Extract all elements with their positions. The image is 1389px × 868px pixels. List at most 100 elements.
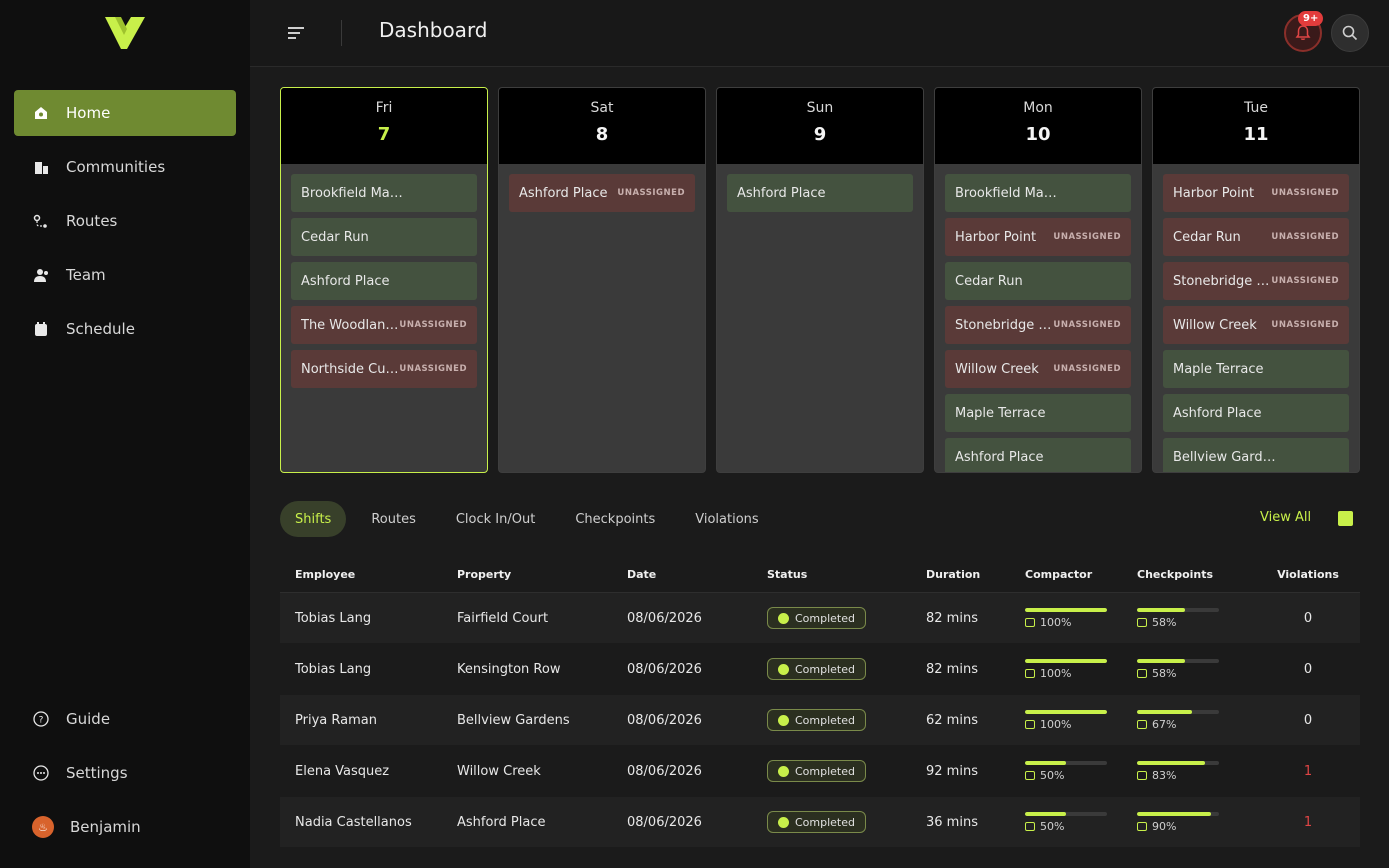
status-cell: Completed [767,658,926,680]
shift-card[interactable]: Willow Creek UNASSIGNED [1163,306,1349,344]
shift-card[interactable]: Stonebridge CommonsUNASSIGNED [945,306,1131,344]
nav-item-schedule[interactable]: Schedule [14,306,236,352]
view-all-link[interactable]: View All [1260,510,1312,525]
nav-item-team[interactable]: Team [14,252,236,298]
unassigned-tag: UNASSIGNED [399,364,467,374]
shift-card[interactable]: Harbor Point UNASSIGNED [945,218,1131,256]
nav-item-guide[interactable]: ? Guide [14,696,236,742]
check-circle-icon [778,612,789,624]
checkpoints-progress-fill [1137,811,1211,816]
status-text: Completed [795,815,855,829]
shift-card[interactable]: Bellview Gardens [1163,438,1349,472]
unassigned-tag: UNASSIGNED [1271,188,1339,198]
violations-cell: 0 [1303,610,1313,626]
status-cell: Completed [767,709,926,731]
shift-card[interactable]: Northside CurbsideUNASSIGNED [291,350,477,388]
column-header-duration[interactable]: Duration [926,567,981,581]
column-header-status[interactable]: Status [767,567,808,581]
qr-icon [1137,668,1147,678]
checkpoints-percent: 58% [1137,616,1256,629]
shift-card[interactable]: Brookfield Manor [291,174,477,212]
duration-cell: 82 mins [926,661,978,677]
shift-card[interactable]: Willow Creek UNASSIGNED [945,350,1131,388]
shift-card[interactable]: Ashford Place UNASSIGNED [509,174,695,212]
shift-card[interactable]: Ashford Place [727,174,913,212]
column-header-employee[interactable]: Employee [295,567,356,581]
route-icon [32,212,50,230]
table-row[interactable]: Nadia Castellanos Ashford Place 08/06/2026… [280,797,1360,848]
status-text: Completed [795,662,855,676]
checkpoints-percent-label: 90% [1152,819,1177,833]
table-row[interactable]: Tobias Lang Fairfield Court 08/06/2026 Comp… [280,593,1360,644]
compactor-progress-bar [1025,607,1107,612]
shift-card[interactable]: The Woodlands UNASSIGNED [291,306,477,344]
shift-card[interactable]: Cedar Run [945,262,1131,300]
menu-icon[interactable] [286,23,306,43]
compactor-cell: 100% [1025,607,1137,629]
shift-property: Maple Terrace [1173,361,1264,377]
nav-item-label: Home [66,104,111,122]
day-header[interactable]: Fri 7 [281,88,487,164]
property-cell: Kensington Row [457,661,561,677]
compactor-percent: 50% [1025,769,1137,782]
checkpoints-progress-bar [1137,709,1219,714]
column-header-date[interactable]: Date [627,567,657,581]
day-header[interactable]: Sat 8 [499,88,705,164]
app-logo[interactable] [105,15,145,51]
tab-violations[interactable]: Violations [695,511,759,527]
column-header-property[interactable]: Property [457,567,512,581]
chart-icon[interactable] [1338,511,1353,526]
tab-routes[interactable]: Routes [371,511,416,527]
bottom-nav: ? Guide Settings ♨ Benjamin [14,696,236,858]
nav-item-settings[interactable]: Settings [14,750,236,796]
shift-card[interactable]: Harbor Point UNASSIGNED [1163,174,1349,212]
nav-item-routes[interactable]: Routes [14,198,236,244]
compactor-percent: 100% [1025,718,1137,731]
duration-cell: 36 mins [926,814,978,830]
checkpoints-cell: 58% [1137,658,1256,680]
checkpoints-cell: 58% [1137,607,1256,629]
tab-shifts[interactable]: Shifts [280,501,347,537]
day-header[interactable]: Tue 11 [1153,88,1359,164]
compactor-percent: 50% [1025,820,1137,833]
compactor-percent-label: 100% [1040,717,1072,731]
table-row[interactable]: Tobias Lang Kensington Row 08/06/2026 Compl… [280,644,1360,695]
shift-card[interactable]: Ashford Place [291,262,477,300]
shift-property: Brookfield Manor [955,185,1065,201]
tab-checkpoints[interactable]: Checkpoints [575,511,656,527]
shift-card[interactable]: Maple Terrace [945,394,1131,432]
shift-card[interactable]: Maple Terrace [1163,350,1349,388]
compactor-progress-fill [1025,760,1066,765]
day-header[interactable]: Mon 10 [935,88,1141,164]
shift-property: The Woodlands [301,317,400,333]
checkpoints-cell: 90% [1137,811,1256,833]
checkpoints-progress-bar [1137,658,1219,663]
shift-card[interactable]: Cedar Run [291,218,477,256]
table-row[interactable]: Elena Vasquez Willow Creek 08/06/2026 Compl… [280,746,1360,797]
shift-property: Stonebridge Commons [1173,273,1271,289]
day-column-sun: Sun 9 Ashford Place [716,87,924,473]
shift-card[interactable]: Ashford Place [1163,394,1349,432]
day-header[interactable]: Sun 9 [717,88,923,164]
day-name: Tue [1244,100,1268,116]
checkpoints-percent-label: 83% [1152,768,1177,782]
table-header: Employee Property Date Status Duration Compac… [280,556,1360,593]
shift-card[interactable]: Cedar Run UNASSIGNED [1163,218,1349,256]
column-header-compactor[interactable]: Compactor [1025,567,1093,581]
status-text: Completed [795,611,855,625]
compactor-progress-bar [1025,811,1107,816]
shift-card[interactable]: Brookfield Manor [945,174,1131,212]
nav-item-communities[interactable]: Communities [14,144,236,190]
sidebar: Home Communities Routes Team Schedule ? Guide… [0,0,250,868]
column-header-violations[interactable]: Violations [1277,567,1339,581]
employee-cell: Elena Vasquez [295,763,390,779]
tab-clock-in-out[interactable]: Clock In/Out [455,511,536,527]
search-button[interactable] [1331,14,1369,52]
user-profile[interactable]: ♨ Benjamin [14,804,236,850]
column-header-checkpoints[interactable]: Checkpoints [1137,567,1214,581]
shift-card[interactable]: Stonebridge CommonsUNASSIGNED [1163,262,1349,300]
nav-item-home[interactable]: Home [14,90,236,136]
unassigned-tag: UNASSIGNED [399,320,467,330]
shift-card[interactable]: Ashford Place [945,438,1131,472]
table-row[interactable]: Priya Raman Bellview Gardens 08/06/2026 Com… [280,695,1360,746]
